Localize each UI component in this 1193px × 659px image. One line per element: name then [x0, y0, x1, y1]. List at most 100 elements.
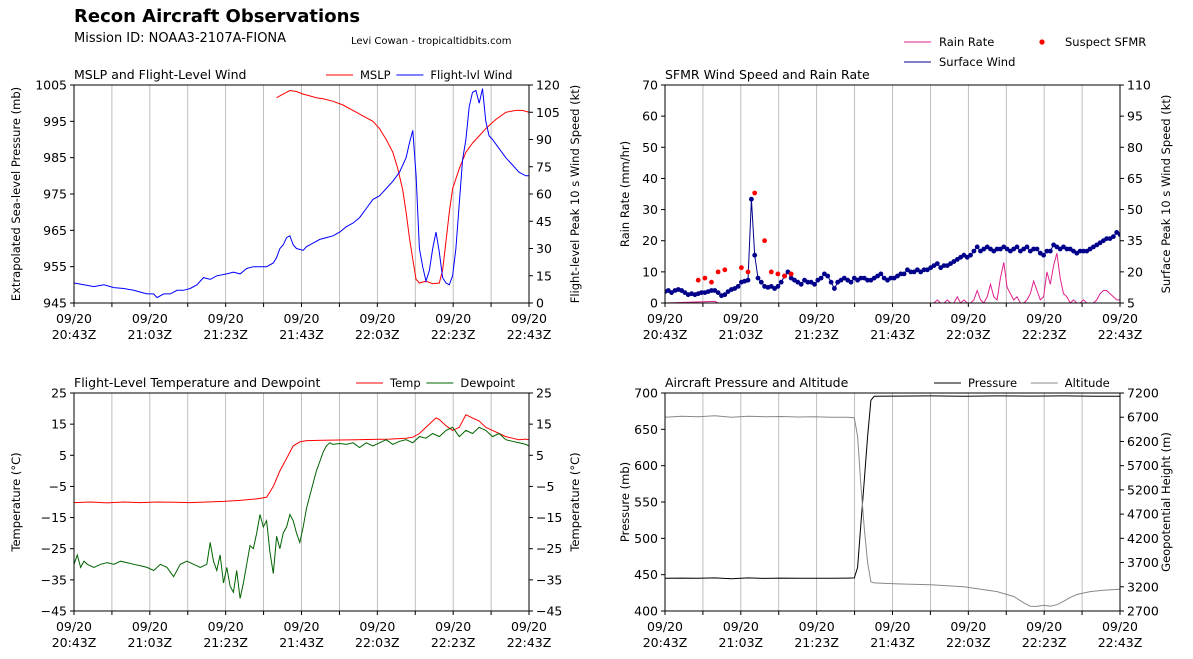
x-tick-label-date: 09/20 [56, 311, 92, 326]
data-point-surface-wind [758, 279, 764, 285]
data-point-surface-wind [1128, 224, 1133, 229]
data-point-surface-wind [1131, 222, 1136, 227]
chart-title: MSLP and Flight-Level Wind [74, 67, 246, 82]
x-tick-label-date: 09/20 [208, 311, 244, 326]
data-point-suspect-sfmr [788, 271, 794, 277]
data-point-surface-wind [1121, 230, 1126, 235]
x-tick-label-time: 20:43Z [52, 635, 97, 650]
data-point-suspect-sfmr [775, 271, 781, 277]
data-point-surface-wind [1041, 252, 1046, 258]
data-point-surface-wind [1047, 248, 1053, 254]
y2-tick-label: 60 [536, 187, 552, 202]
data-point-surface-wind [888, 275, 894, 281]
data-point-surface-wind [865, 277, 870, 283]
y-tick-label: 60 [642, 109, 658, 124]
data-point-surface-wind [968, 252, 973, 258]
legend-label-pressure: Pressure [968, 376, 1017, 390]
y2-tick-label: 6700 [1127, 410, 1159, 425]
x-tick-label-time: 20:43Z [643, 327, 688, 342]
x-tick-label-time: 22:23Z [431, 327, 476, 342]
y2-tick-label: 50 [1127, 202, 1143, 217]
x-tick-label-time: 20:43Z [643, 635, 688, 650]
y-tick-label: 70 [642, 78, 658, 93]
y-tick-label: −15 [41, 510, 67, 525]
y2-tick-label: 5200 [1127, 482, 1159, 497]
y2-tick-label: 110 [1127, 78, 1151, 93]
data-point-surface-wind [1174, 193, 1179, 198]
x-tick-label-time: 22:43Z [1098, 327, 1143, 342]
x-tick-label-date: 09/20 [799, 311, 835, 326]
x-tick-label-time: 21:03Z [719, 635, 764, 650]
data-point-surface-wind [812, 281, 817, 287]
x-tick-label-time: 20:43Z [52, 327, 97, 342]
data-point-suspect-sfmr [752, 190, 758, 196]
y-tick-label: 500 [634, 531, 658, 546]
y-tick-label: 15 [51, 417, 67, 432]
y2-axis-label: Surface Peak 10 s Wind Speed (kt) [1159, 95, 1173, 294]
data-point-surface-wind [1014, 244, 1020, 250]
x-tick-label-time: 21:23Z [203, 327, 248, 342]
y2-axis-label: Temperature (°C) [568, 452, 582, 552]
data-point-surface-wind [1144, 213, 1149, 218]
y2-tick-label: 105 [536, 105, 560, 120]
data-point-surface-wind [722, 292, 728, 298]
legend-label-suspect-sfmr: Suspect SFMR [1065, 35, 1146, 49]
data-point-surface-wind [994, 246, 1000, 252]
y-tick-label: 25 [51, 386, 67, 401]
data-point-surface-wind [974, 244, 980, 250]
series-line-flight-lvl-wind [74, 88, 529, 299]
data-point-surface-wind [709, 288, 714, 293]
data-point-surface-wind [1138, 218, 1143, 223]
data-point-surface-wind [755, 275, 761, 281]
data-point-surface-wind [1181, 186, 1186, 191]
data-point-surface-wind [1104, 236, 1110, 242]
data-point-surface-wind [1077, 248, 1083, 254]
data-point-surface-wind [1184, 182, 1189, 187]
legend-label-mslp: MSLP [360, 68, 391, 82]
y2-tick-label: 65 [1127, 171, 1143, 186]
chart-panel-3: Flight-Level Temperature and Dewpoint 25 1… [9, 375, 582, 650]
y-axis-label: Pressure (mb) [618, 462, 632, 542]
y-tick-label: −25 [41, 541, 67, 556]
y-tick-label: 20 [642, 233, 658, 248]
y2-axis-label: Flight-level Peak 10 s Wind Speed (kt) [568, 85, 582, 304]
y-tick-label: 965 [43, 223, 67, 238]
data-point-surface-wind [901, 271, 907, 277]
y-tick-label: 5 [59, 448, 67, 463]
data-point-surface-wind [878, 271, 884, 277]
legend-swatch-suspect-sfmr [1039, 39, 1045, 45]
credit-text: Levi Cowan - tropicaltidbits.com [351, 36, 512, 47]
data-point-surface-wind [832, 286, 837, 291]
data-point-suspect-sfmr [762, 238, 767, 244]
data-point-surface-wind [1187, 176, 1192, 181]
y-tick-label: −45 [41, 604, 67, 619]
chart-panel-1: MSLP and Flight-Level Wind 1005 995 985 975 9… [9, 67, 582, 342]
data-point-surface-wind [1044, 248, 1050, 254]
data-point-surface-wind [752, 252, 758, 258]
y-axis-label: Extrapolated Sea-level Pressure (mb) [9, 87, 23, 301]
data-point-surface-wind [715, 290, 721, 295]
y2-tick-label: 75 [536, 159, 552, 174]
x-tick-label-date: 09/20 [1026, 619, 1062, 634]
y-tick-label: 985 [43, 150, 67, 165]
data-point-surface-wind [825, 273, 831, 279]
y2-tick-label: −15 [536, 510, 562, 525]
data-point-surface-wind [971, 248, 977, 254]
x-tick-label-date: 09/20 [56, 619, 92, 634]
data-point-suspect-sfmr [768, 269, 774, 275]
x-tick-label-date: 09/20 [950, 619, 986, 634]
x-tick-label-date: 09/20 [283, 619, 319, 634]
y-tick-label: 10 [642, 264, 658, 279]
data-point-surface-wind [778, 279, 784, 285]
data-point-surface-wind [798, 281, 804, 287]
y-tick-label: 700 [634, 386, 658, 401]
x-tick-label-time: 21:43Z [279, 327, 324, 342]
data-point-surface-wind [1034, 246, 1040, 252]
plot-area [665, 395, 1120, 607]
legend-label-temp: Temp [389, 376, 421, 390]
x-tick-label-time: 22:03Z [355, 635, 400, 650]
legend-label-dewpoint: Dewpoint [460, 376, 515, 390]
x-tick-label-date: 09/20 [511, 619, 547, 634]
y2-tick-label: 30 [536, 241, 552, 256]
